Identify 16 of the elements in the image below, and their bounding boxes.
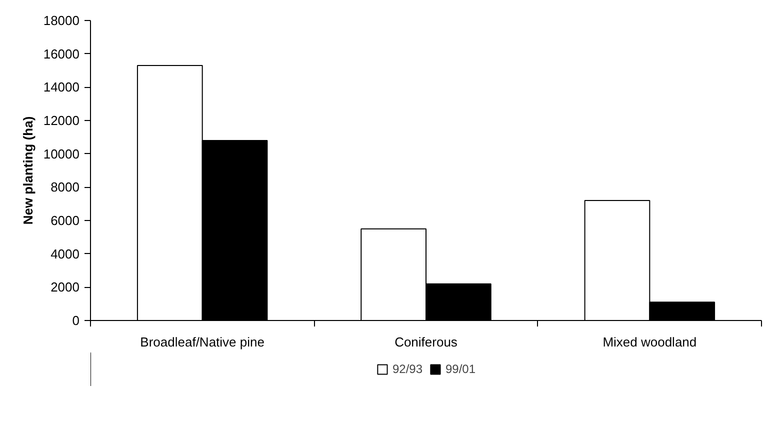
x-tick-label: Broadleaf/Native pine xyxy=(140,334,264,350)
y-tick-label: 0 xyxy=(72,313,80,328)
legend-label: 99/01 xyxy=(446,362,476,376)
x-tick-label: Mixed woodland xyxy=(602,334,697,350)
y-tick-label: 10000 xyxy=(43,146,80,162)
y-tick-label: 18000 xyxy=(43,13,80,28)
y-tick-label: 4000 xyxy=(50,246,80,262)
legend-label: 92/93 xyxy=(392,362,422,376)
y-tick-label: 14000 xyxy=(43,80,80,95)
y-tick-label: 16000 xyxy=(43,46,80,62)
y-tick-label: 2000 xyxy=(50,280,80,295)
y-tick-label: 12000 xyxy=(43,113,80,128)
x-tick-label: Coniferous xyxy=(394,334,458,350)
y-axis-title: New planting (ha) xyxy=(20,116,36,225)
y-tick-label: 6000 xyxy=(50,213,80,228)
y-tick-label: 8000 xyxy=(50,180,80,195)
